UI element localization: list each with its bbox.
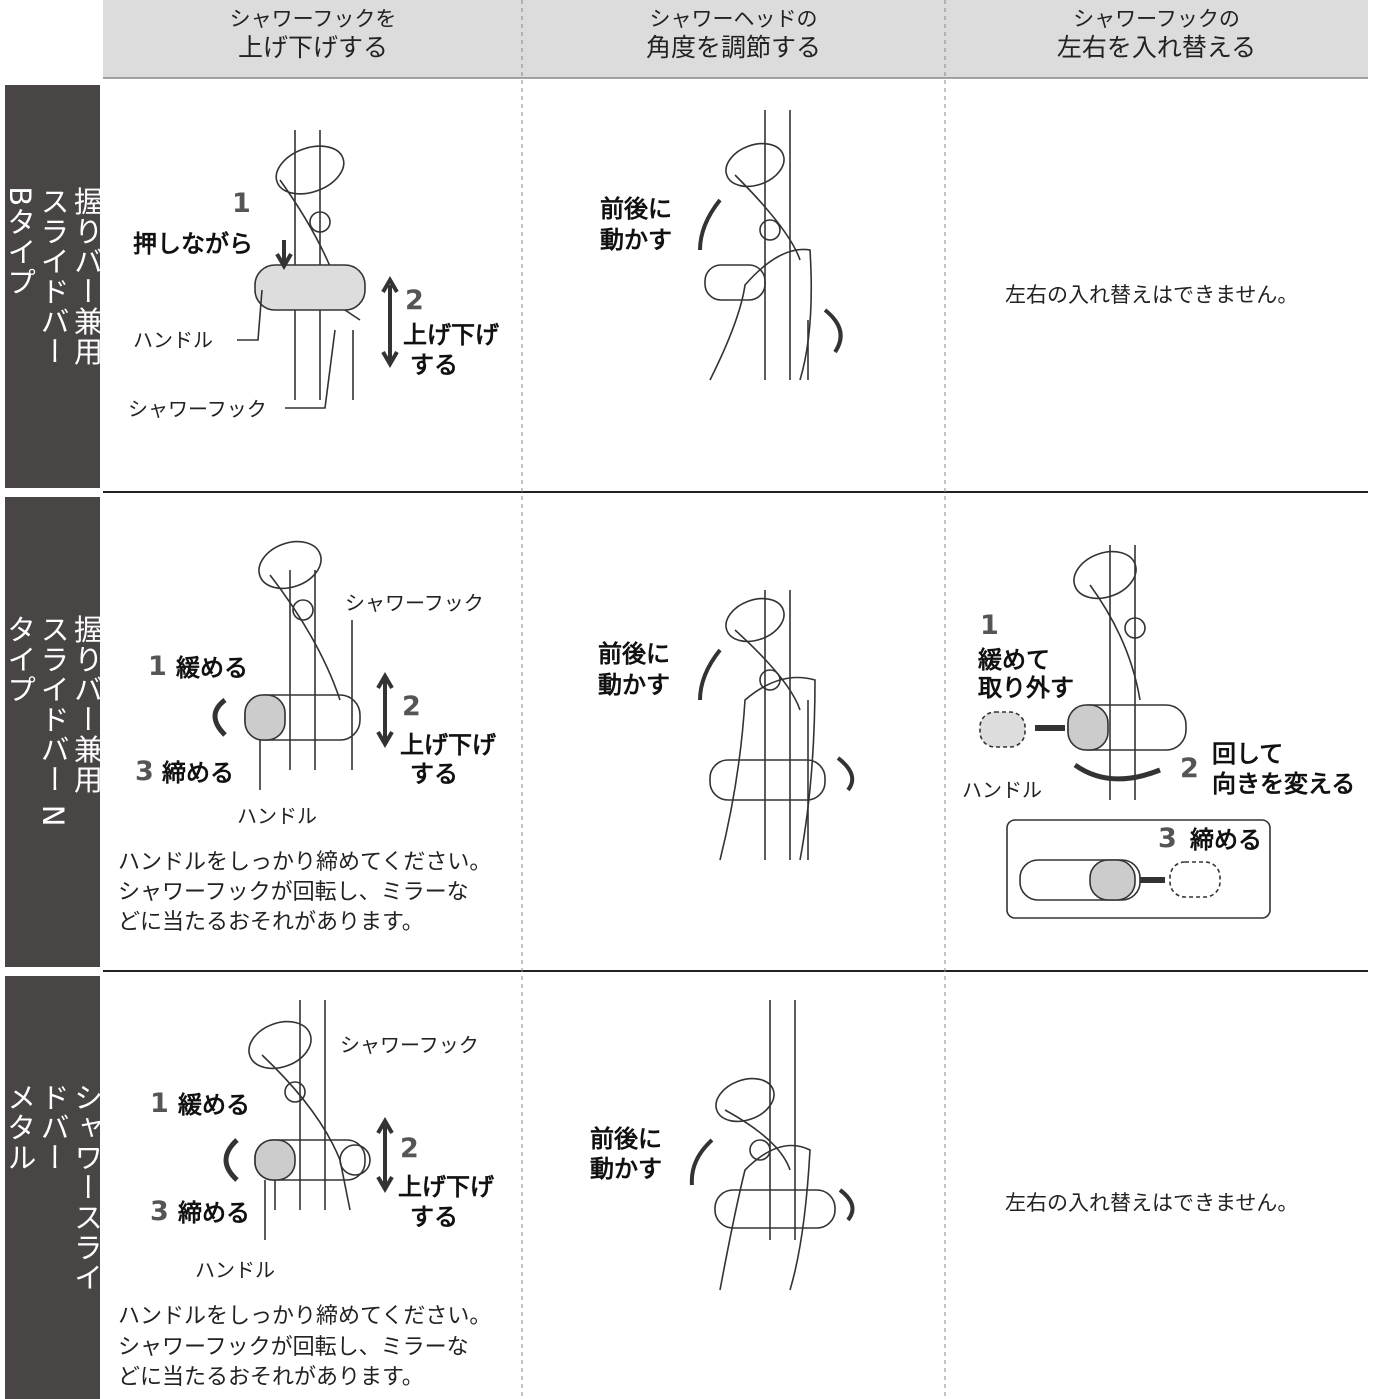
header-line: 角度を調節する — [645, 33, 821, 63]
step-text: 緩める — [176, 654, 248, 682]
part-label: ハンドル — [195, 1258, 275, 1282]
header-line: シャワーヘッドの — [649, 7, 818, 31]
row-label-line: 握りバー兼用 — [69, 614, 104, 795]
step-text: 締める — [1190, 826, 1262, 854]
row-label-line: スライドバー Nタイプ — [2, 614, 71, 828]
step-text: 前後に — [598, 640, 670, 668]
step-number: 1 — [232, 188, 251, 219]
step-number: 3 — [150, 1196, 169, 1227]
row-label-line: シャワースライドバー — [36, 1081, 104, 1292]
step-number: 2 — [400, 1133, 419, 1164]
note-line: ハンドルをしっかり締めてください。 — [118, 1304, 492, 1329]
step-number: 2 — [402, 691, 421, 722]
step-text: 緩める — [178, 1091, 250, 1119]
note-line: どに当たるおそれがあります。 — [118, 910, 424, 935]
part-label: シャワーフック — [128, 397, 267, 421]
part-label: シャワーフック — [345, 591, 484, 615]
step-text: する — [410, 351, 458, 379]
column-header: シャワーフックの 左右を入れ替える — [945, 6, 1368, 64]
step-text: 締める — [178, 1199, 250, 1227]
step-text: する — [410, 760, 458, 788]
row-label: 握りバー兼用 スライドバー Bタイプ — [2, 85, 104, 488]
row-label: シャワースライドバー メタル — [2, 976, 104, 1399]
header-line: 上げ下げする — [237, 33, 388, 63]
step-text: 上げ下げ — [400, 731, 496, 759]
step-text: 上げ下げ — [403, 321, 499, 349]
header-line: シャワーフックの — [1073, 7, 1240, 31]
illustrations — [212, 110, 1271, 1291]
step-text: 上げ下げ — [398, 1173, 494, 1201]
step-text: 取り外す — [978, 674, 1074, 702]
note-line: どに当たるおそれがあります。 — [118, 1365, 424, 1390]
column-header: シャワーフックを 上げ下げする — [103, 6, 523, 64]
part-label: ハンドル — [237, 804, 317, 828]
row-label-line: メタル — [2, 1081, 37, 1172]
part-label: ハンドル — [133, 328, 213, 352]
step-number: 1 — [148, 651, 167, 682]
message: 左右の入れ替えはできません。 — [1005, 1191, 1299, 1215]
step-text: 回して — [1212, 740, 1284, 768]
row-label: 握りバー兼用 スライドバー Nタイプ — [2, 497, 104, 967]
step-text: する — [410, 1203, 458, 1231]
note-line: シャワーフックが回転し、ミラーな — [118, 880, 469, 905]
step-text: 動かす — [598, 671, 670, 699]
note-line: シャワーフックが回転し、ミラーな — [118, 1335, 469, 1360]
step-number: 3 — [1158, 823, 1177, 854]
step-text: 動かす — [590, 1155, 662, 1183]
step-text: 前後に — [590, 1125, 662, 1153]
header-line: シャワーフックを — [229, 7, 397, 31]
part-label: ハンドル — [962, 778, 1042, 802]
step-text: 押しながら — [133, 230, 253, 258]
header-bg — [103, 0, 1368, 78]
part-label: シャワーフック — [340, 1033, 479, 1057]
step-text: 緩めて — [978, 646, 1050, 674]
step-number: 1 — [150, 1088, 169, 1119]
column-header: シャワーヘッドの 角度を調節する — [522, 6, 945, 64]
row-label-line: スライドバー Bタイプ — [2, 185, 71, 366]
header-line: 左右を入れ替える — [1056, 33, 1257, 63]
step-text: 前後に — [600, 195, 672, 223]
row-label-line: 握りバー兼用 — [69, 185, 104, 366]
step-number: 3 — [135, 756, 154, 787]
step-text: 締める — [162, 759, 234, 787]
step-text: 向きを変える — [1212, 770, 1356, 798]
step-text: 動かす — [600, 226, 672, 254]
step-number: 2 — [405, 285, 424, 316]
note-line: ハンドルをしっかり締めてください。 — [118, 850, 492, 875]
step-number: 2 — [1180, 753, 1199, 784]
message: 左右の入れ替えはできません。 — [1005, 283, 1299, 307]
step-number: 1 — [980, 610, 999, 641]
